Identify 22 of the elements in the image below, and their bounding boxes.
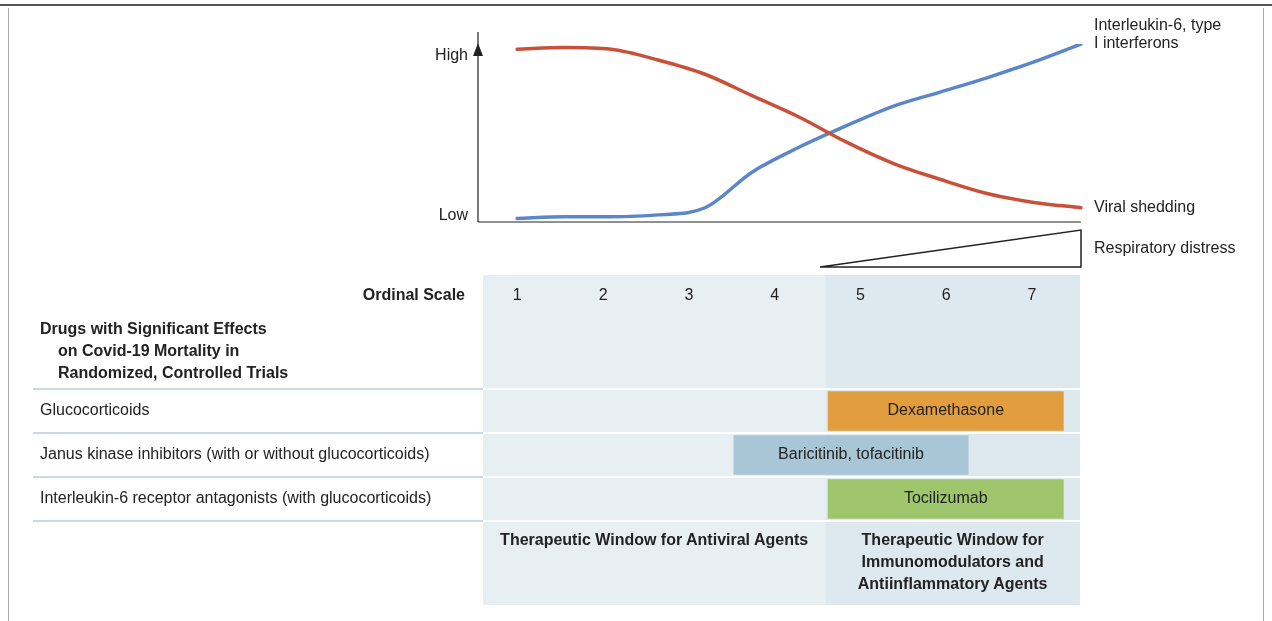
y-tick-label: Glucocorticoids — [40, 401, 150, 419]
text: High — [435, 46, 468, 64]
y-axis-title: Drugs with Significant Effects on Covid-19 Mortality in Randomized, Controlled Trials — [40, 320, 289, 382]
x-tick-label: 3 — [684, 286, 694, 304]
data-label: Tocilizumab — [903, 489, 988, 507]
y-tick-label: Interleukin-6 receptor antagonists (with glucocorticoids) — [40, 489, 432, 507]
x-tick-label: 4 — [770, 286, 780, 304]
x-tick-label: 1 — [512, 286, 522, 304]
band-label: Therapeutic Window for Immunomodulators and Antiinflammatory Agents — [857, 531, 1048, 593]
data-label: Dexamethasone — [887, 401, 1005, 419]
series-label: Interleukin-6, type I interferons — [1094, 16, 1222, 52]
x-tick-label: 2 — [598, 286, 608, 304]
data-label: Baricitinib, tofacitinib — [778, 445, 924, 463]
x-tick-label: 7 — [1027, 286, 1037, 304]
x-tick-label: 5 — [855, 286, 865, 304]
y-tick-label: Janus kinase inhibitors (with or without glucocorticoids) — [40, 445, 430, 463]
text: Low — [438, 206, 469, 224]
text: Respiratory distress — [1094, 239, 1236, 257]
x-tick-label: 6 — [941, 286, 951, 304]
band-label: Therapeutic Window for Antiviral Agents — [500, 531, 809, 549]
x-axis-title: Ordinal Scale — [362, 286, 466, 304]
series-label: Viral shedding — [1094, 198, 1196, 216]
